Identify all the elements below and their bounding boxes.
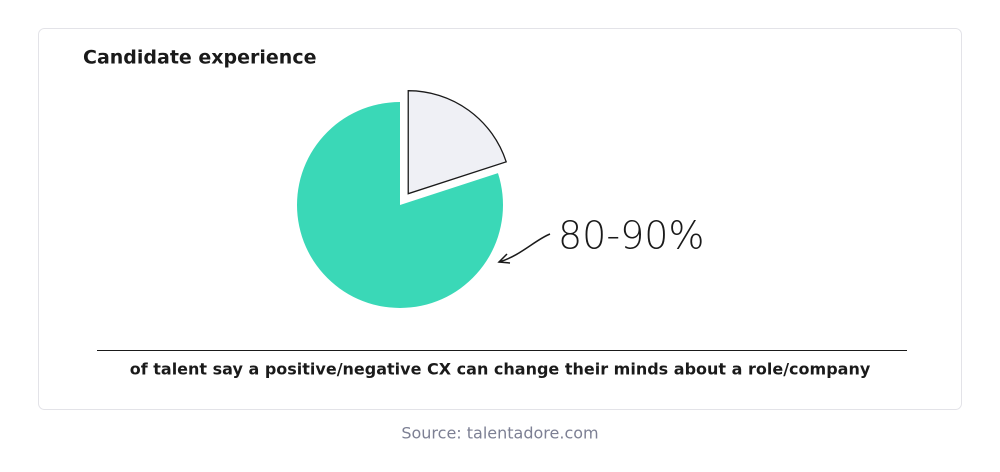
annotation: 80-90% [558,214,705,258]
arrow-head [497,253,511,264]
caption: of talent say a positive/negative CX can… [130,360,871,379]
pie-slice [407,90,508,195]
pie-slice [297,102,503,309]
arrow [498,233,551,263]
chart-title: Candidate experience [83,47,316,69]
source: Source: talentadore.com [401,424,598,443]
